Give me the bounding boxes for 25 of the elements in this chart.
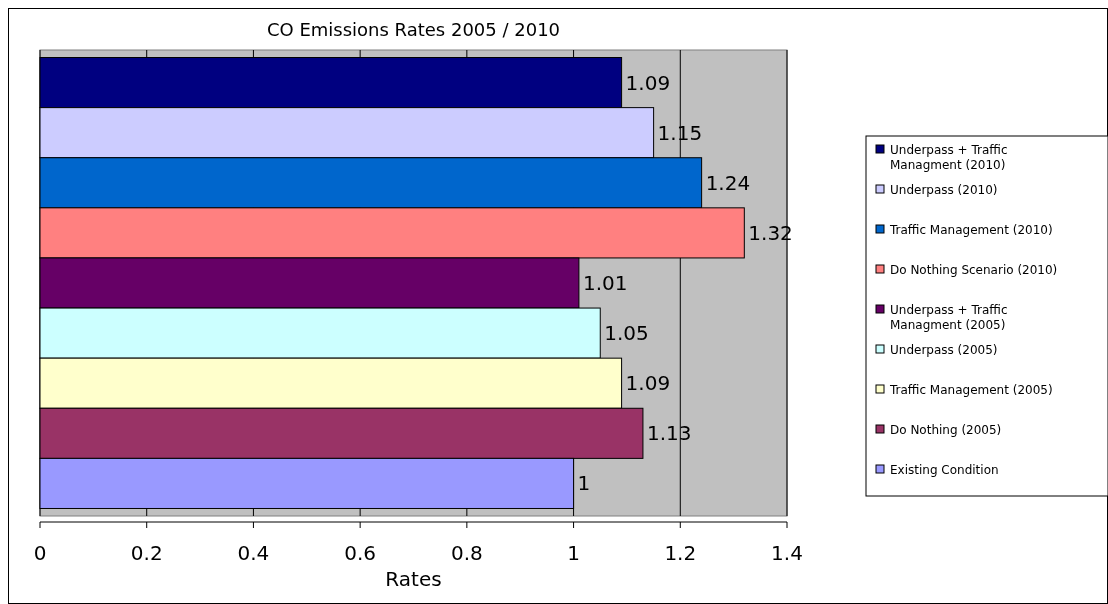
chart-title: CO Emissions Rates 2005 / 2010 — [266, 19, 561, 40]
legend-label: Traffic Management (2010) — [889, 223, 1053, 237]
legend-label: Traffic Management (2005) — [889, 383, 1053, 397]
legend-label: Do Nothing (2005) — [890, 423, 1002, 437]
x-tick-label: 1 — [567, 541, 580, 565]
x-axis-title: Rates — [385, 567, 442, 591]
x-tick-label: 0.6 — [344, 541, 377, 565]
data-label: 1 — [577, 471, 591, 496]
legend-label: Underpass + Traffic Managment (2010) — [890, 143, 1008, 172]
legend-label: Do Nothing Scenario (2010) — [890, 263, 1058, 277]
x-tick-label: 1.2 — [664, 541, 697, 565]
x-tick-label: 0.2 — [130, 541, 163, 565]
x-tick-label: 1.4 — [771, 541, 803, 565]
x-tick-label: 0.8 — [450, 541, 483, 565]
x-tick-label: 0.4 — [237, 541, 270, 565]
legend-label: Existing Condition — [890, 463, 999, 477]
data-label: 1.09 — [625, 371, 671, 396]
data-label: 1.05 — [604, 321, 649, 346]
data-label: 1.01 — [582, 271, 628, 295]
legend-label: Underpass + Traffic Managment (2005) — [890, 303, 1008, 332]
legend-label: Underpass (2005) — [890, 343, 998, 357]
legend-label: Underpass (2010) — [890, 183, 998, 197]
data-label: 1.09 — [625, 70, 671, 95]
x-tick-label: 0 — [33, 541, 47, 565]
data-label: 1.24 — [705, 170, 751, 195]
